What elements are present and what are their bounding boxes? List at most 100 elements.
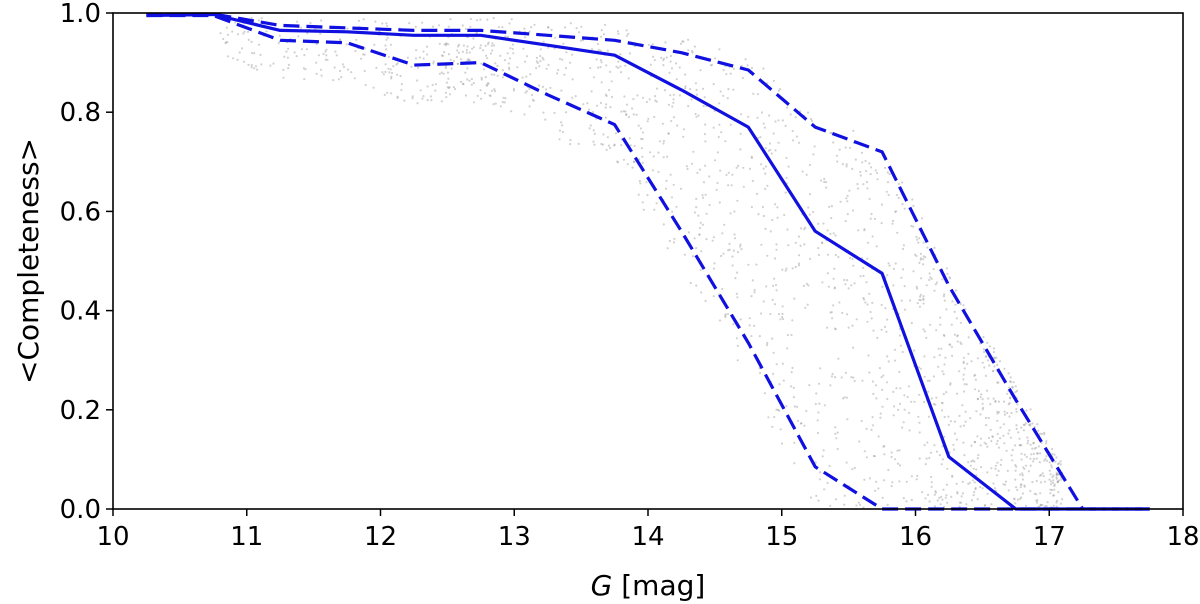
scatter-point — [610, 80, 613, 83]
scatter-point — [962, 356, 966, 359]
scatter-point — [902, 268, 905, 271]
scatter-point — [1017, 431, 1020, 434]
scatter-point — [933, 505, 937, 508]
y-tick-label: 0.6 — [60, 197, 101, 227]
scatter-point — [1020, 483, 1023, 486]
scatter-point — [669, 54, 673, 58]
scatter-point — [776, 216, 779, 219]
scatter-point — [337, 78, 340, 81]
scatter-point — [829, 504, 832, 507]
scatter-point — [1037, 445, 1040, 448]
scatter-point — [492, 103, 495, 106]
scatter-point — [846, 279, 849, 282]
scatter-point — [1023, 467, 1026, 470]
scatter-point — [986, 359, 989, 362]
scatter-point — [492, 16, 495, 20]
scatter-point — [993, 487, 997, 490]
scatter-point — [255, 68, 259, 71]
scatter-point — [926, 493, 930, 496]
scatter-point — [928, 456, 931, 460]
scatter-point — [727, 249, 730, 252]
scatter-point — [827, 285, 831, 288]
scatter-point — [761, 205, 765, 209]
scatter-point — [764, 165, 768, 168]
scatter-point — [547, 63, 550, 67]
scatter-point — [838, 301, 841, 304]
scatter-point — [986, 471, 989, 474]
scatter-point — [830, 311, 833, 314]
scatter-point — [873, 217, 877, 220]
scatter-point — [558, 57, 562, 61]
scatter-point — [733, 233, 736, 236]
scatter-point — [901, 247, 905, 250]
scatter-point — [486, 43, 490, 46]
scatter-point — [935, 281, 939, 284]
scatter-point — [705, 238, 708, 241]
scatter-point — [456, 62, 459, 65]
scatter-point — [866, 187, 869, 190]
scatter-point — [766, 254, 769, 257]
scatter-point — [682, 135, 685, 138]
scatter-point — [852, 209, 855, 212]
scatter-point — [941, 409, 944, 412]
scatter-point — [704, 123, 707, 126]
scatter-point — [399, 74, 402, 78]
scatter-point — [769, 230, 772, 233]
scatter-point — [973, 374, 976, 377]
scatter-point — [797, 141, 801, 144]
scatter-point — [843, 278, 846, 282]
scatter-point — [625, 113, 628, 117]
scatter-point — [797, 262, 801, 265]
scatter-point — [923, 355, 926, 358]
scatter-point — [873, 455, 877, 458]
scatter-point — [963, 390, 966, 393]
scatter-point — [896, 231, 899, 234]
scatter-point — [775, 289, 778, 292]
scatter-point — [881, 496, 884, 499]
scatter-point — [829, 232, 832, 235]
scatter-point — [996, 432, 999, 436]
scatter-point — [479, 18, 482, 21]
scatter-point — [1049, 488, 1052, 491]
scatter-point — [886, 318, 889, 321]
scatter-point — [850, 284, 853, 287]
scatter-point — [1009, 376, 1012, 379]
scatter-point — [902, 244, 906, 247]
scatter-point — [831, 372, 834, 376]
scatter-point — [951, 300, 954, 303]
scatter-point — [869, 217, 872, 220]
scatter-point — [960, 501, 963, 504]
scatter-point — [925, 336, 928, 339]
scatter-point — [1035, 499, 1038, 502]
scatter-point — [1055, 477, 1058, 480]
scatter-point — [448, 86, 451, 89]
scatter-point — [669, 94, 672, 97]
scatter-point — [987, 416, 990, 420]
scatter-point — [723, 223, 726, 226]
scatter-point — [1021, 474, 1024, 477]
scatter-point — [1035, 457, 1038, 460]
scatter-point — [969, 464, 972, 467]
scatter-point — [915, 254, 918, 258]
scatter-point — [461, 24, 464, 27]
scatter-point — [898, 449, 901, 452]
scatter-point — [955, 289, 958, 292]
scatter-point — [1009, 397, 1012, 400]
scatter-point — [1014, 444, 1017, 447]
scatter-point — [998, 411, 1001, 414]
scatter-point — [1025, 464, 1028, 467]
scatter-point — [713, 262, 716, 265]
scatter-point — [503, 59, 506, 62]
scatter-point — [1041, 472, 1044, 475]
scatter-point — [1042, 475, 1045, 478]
scatter-point — [472, 81, 475, 85]
scatter-point — [702, 196, 705, 199]
scatter-point — [1023, 453, 1026, 456]
scatter-point — [877, 435, 880, 438]
scatter-point — [1053, 494, 1056, 497]
scatter-point — [362, 18, 365, 21]
scatter-point — [1003, 367, 1006, 370]
scatter-point — [465, 49, 468, 52]
scatter-point — [834, 234, 837, 237]
scatter-point — [449, 18, 452, 21]
